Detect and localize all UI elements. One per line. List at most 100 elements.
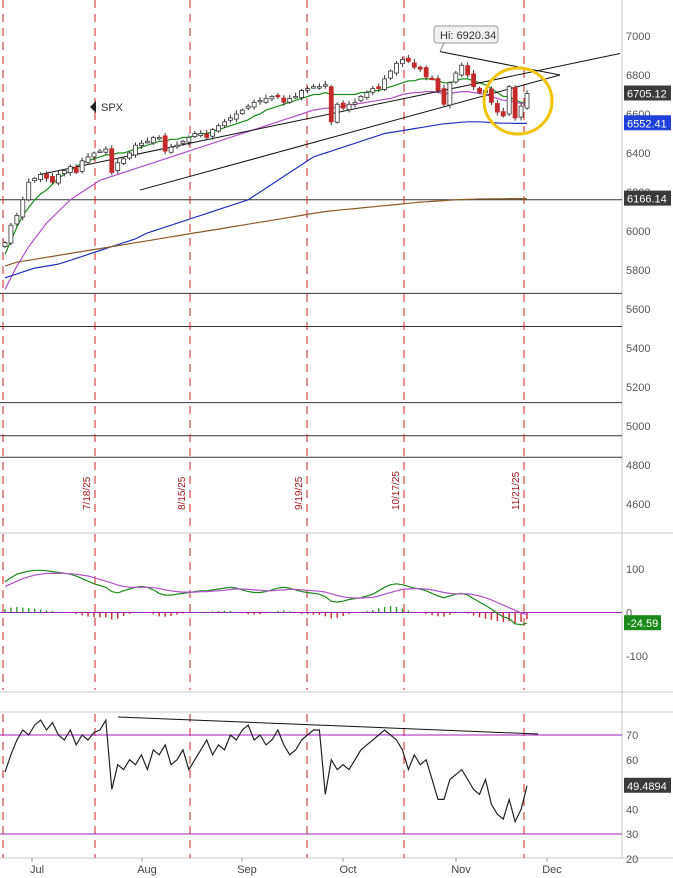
macd-y-tick-label: 100 xyxy=(626,564,644,576)
candle-body xyxy=(14,214,20,225)
candle-body xyxy=(316,86,322,89)
date-marker-label: 7/18/25 xyxy=(82,476,93,510)
candle-body xyxy=(346,103,352,111)
candle-body xyxy=(210,129,216,137)
candle-body xyxy=(103,148,109,153)
candle-body xyxy=(453,72,459,83)
candle-body xyxy=(358,96,364,102)
price-y-tick-label: 5000 xyxy=(626,421,650,433)
candle-body xyxy=(269,96,275,100)
rsi-line xyxy=(4,718,528,824)
candle-body xyxy=(340,102,346,109)
x-axis-month-label: Aug xyxy=(137,864,157,876)
symbol-marker-icon xyxy=(90,101,96,113)
candle-body xyxy=(186,136,192,143)
candle-body xyxy=(79,160,85,172)
price-y-tick-label: 6000 xyxy=(626,226,650,238)
candle-body xyxy=(251,101,257,108)
price-y-tick-label: 5800 xyxy=(626,265,650,277)
candle-body xyxy=(121,158,127,164)
candle-body xyxy=(115,162,121,171)
candle-body xyxy=(328,86,334,123)
price-value-label: 6166.14 xyxy=(627,194,667,206)
candle-body xyxy=(400,59,405,65)
candle-body xyxy=(423,67,429,78)
rsi-y-tick-label: 60 xyxy=(626,755,638,767)
downtrend-line xyxy=(439,51,561,76)
candle-body xyxy=(73,166,79,173)
candle-body xyxy=(489,88,494,103)
candle-body xyxy=(127,152,132,159)
candle-body xyxy=(382,78,388,90)
rsi-y-tick-label: 20 xyxy=(626,854,638,866)
candle-body xyxy=(364,92,370,99)
price-y-tick-label: 4800 xyxy=(626,460,650,472)
candle-body xyxy=(494,103,500,113)
moving-average-sma50 xyxy=(4,90,528,290)
price-y-tick-label: 6800 xyxy=(626,70,650,82)
candle-body xyxy=(228,117,233,121)
price-value-label: 6552.41 xyxy=(627,118,667,130)
candle-body xyxy=(405,57,411,62)
high-annotation-box xyxy=(433,25,499,44)
rsi-value-badge xyxy=(624,777,671,793)
price-value-badge xyxy=(624,190,671,206)
macd-y-tick-label: 0 xyxy=(626,608,632,620)
candle-body xyxy=(20,199,26,218)
candle-body xyxy=(162,135,168,152)
x-axis-month-label: Sep xyxy=(237,864,257,876)
candle-body xyxy=(216,125,221,132)
candle-body xyxy=(394,62,399,74)
candle-body xyxy=(334,103,340,123)
candle-body xyxy=(180,140,186,144)
candle-body xyxy=(133,144,138,156)
price-y-tick-label: 5600 xyxy=(626,304,650,316)
price-y-tick-label: 5200 xyxy=(626,382,650,394)
macd-value-badge xyxy=(624,615,661,631)
candle-body xyxy=(156,136,162,140)
candle-body xyxy=(500,111,506,117)
candle-body xyxy=(192,133,198,138)
candle-body xyxy=(388,70,393,79)
candle-body xyxy=(411,62,417,68)
x-axis-month-label: Jul xyxy=(30,864,44,876)
candle-body xyxy=(44,173,49,179)
x-axis-month-label: Dec xyxy=(542,864,562,876)
candle-body xyxy=(2,242,8,247)
candle-body xyxy=(174,144,180,148)
candle-body xyxy=(322,84,328,87)
candle-body xyxy=(150,136,156,144)
candle-body xyxy=(465,65,471,76)
candle-body xyxy=(168,146,174,153)
candle-body xyxy=(524,93,530,109)
candle-body xyxy=(91,152,97,158)
candle-body xyxy=(139,142,144,146)
candle-body xyxy=(204,133,210,138)
candle-body xyxy=(55,174,61,184)
candle-body xyxy=(376,86,382,90)
candle-body xyxy=(447,82,453,106)
candle-body xyxy=(305,88,310,91)
date-marker-label: 9/19/25 xyxy=(294,476,305,510)
date-marker-label: 10/17/25 xyxy=(391,471,402,510)
symbol-label: SPX xyxy=(101,102,124,114)
candle-body xyxy=(506,86,512,115)
candle-body xyxy=(198,133,204,136)
candle-body xyxy=(370,88,376,93)
macd-line-macd xyxy=(4,569,528,626)
candle-body xyxy=(263,98,269,103)
candle-body xyxy=(281,97,287,103)
candle-body xyxy=(275,94,281,98)
price-panel-bg xyxy=(0,0,622,532)
rsi-value-label: 49.4894 xyxy=(627,781,667,793)
candle-body xyxy=(293,96,299,99)
candle-body xyxy=(233,113,239,120)
macd-value-label: -24.59 xyxy=(627,618,658,630)
candle-body xyxy=(85,156,91,163)
candle-body xyxy=(311,86,316,89)
rsi-trend-line xyxy=(117,716,539,735)
macd-line-signal xyxy=(4,572,528,616)
x-axis-month-label: Oct xyxy=(339,864,356,876)
candle-body xyxy=(477,87,482,93)
price-value-badge xyxy=(624,115,671,131)
